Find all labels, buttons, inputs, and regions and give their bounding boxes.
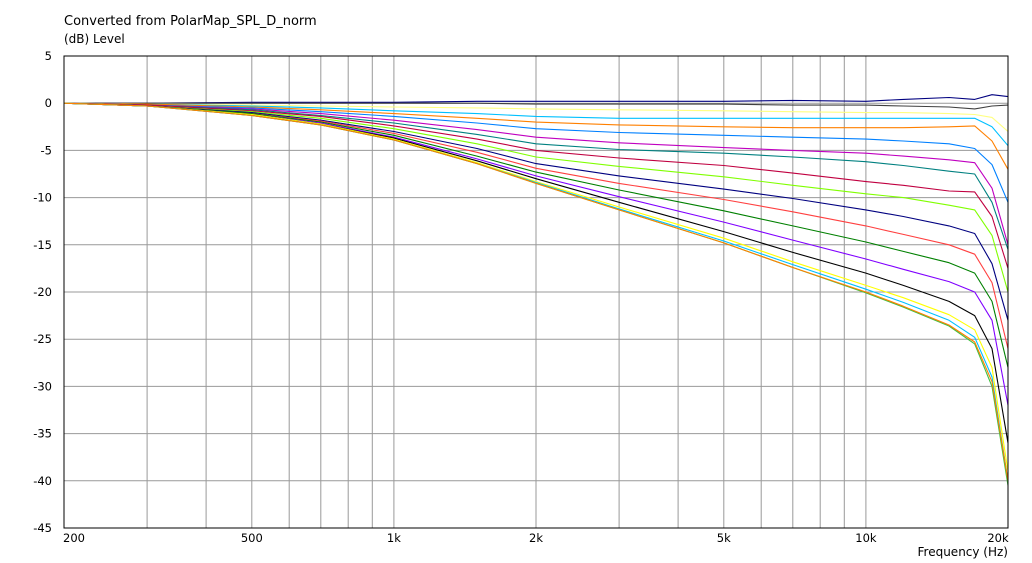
series-line-6	[63, 102, 1009, 203]
x-tick-labels: 200 500 1k 2k 5k 10k 20k	[63, 531, 1009, 545]
y-tick-label: -15	[33, 238, 52, 252]
y-tick-labels: 5 0 -5 -10 -15 -20 -25 -30 -35 -40 -45	[33, 49, 52, 535]
y-tick-label: -20	[33, 285, 52, 299]
series-line-11	[63, 102, 1009, 321]
series-line-7	[63, 102, 1009, 245]
y-tick-label: -40	[33, 474, 52, 488]
series-line-8	[63, 102, 1009, 250]
x-tick-label: 500	[241, 531, 263, 545]
plot-frame	[63, 55, 1009, 529]
x-axis-label: Frequency (Hz)	[918, 545, 1009, 559]
x-tick-label: 20k	[987, 531, 1009, 545]
y-tick-label: -10	[33, 191, 52, 205]
y-tick-label: -25	[33, 332, 52, 346]
y-axis-label: (dB) Level	[64, 32, 125, 46]
x-tick-label: 10k	[855, 531, 877, 545]
y-tick-label: -5	[41, 143, 52, 157]
series-line-2	[64, 102, 1009, 110]
series-line-10	[63, 102, 1009, 293]
series-line-9	[63, 102, 1009, 269]
x-tick-label: 1k	[387, 531, 401, 545]
series-line-13	[63, 102, 1009, 368]
series-line-4	[63, 102, 1009, 147]
series-line-3	[63, 102, 1009, 132]
series-line-16	[63, 102, 1009, 472]
y-tick-label: -35	[33, 427, 52, 441]
x-tick-label: 200	[63, 531, 85, 545]
y-tick-label: 0	[45, 96, 52, 110]
series-line-1	[64, 94, 1009, 104]
x-tick-label: 5k	[717, 531, 731, 545]
grid	[63, 55, 1009, 529]
chart-title: Converted from PolarMap_SPL_D_norm	[64, 14, 317, 29]
series-lines	[63, 94, 1009, 486]
y-tick-label: 5	[45, 49, 52, 63]
x-tick-label: 2k	[529, 531, 543, 545]
series-line-5	[63, 102, 1009, 170]
y-tick-label: -45	[33, 521, 52, 535]
y-tick-label: -30	[33, 379, 52, 393]
series-line-19	[63, 102, 1009, 481]
